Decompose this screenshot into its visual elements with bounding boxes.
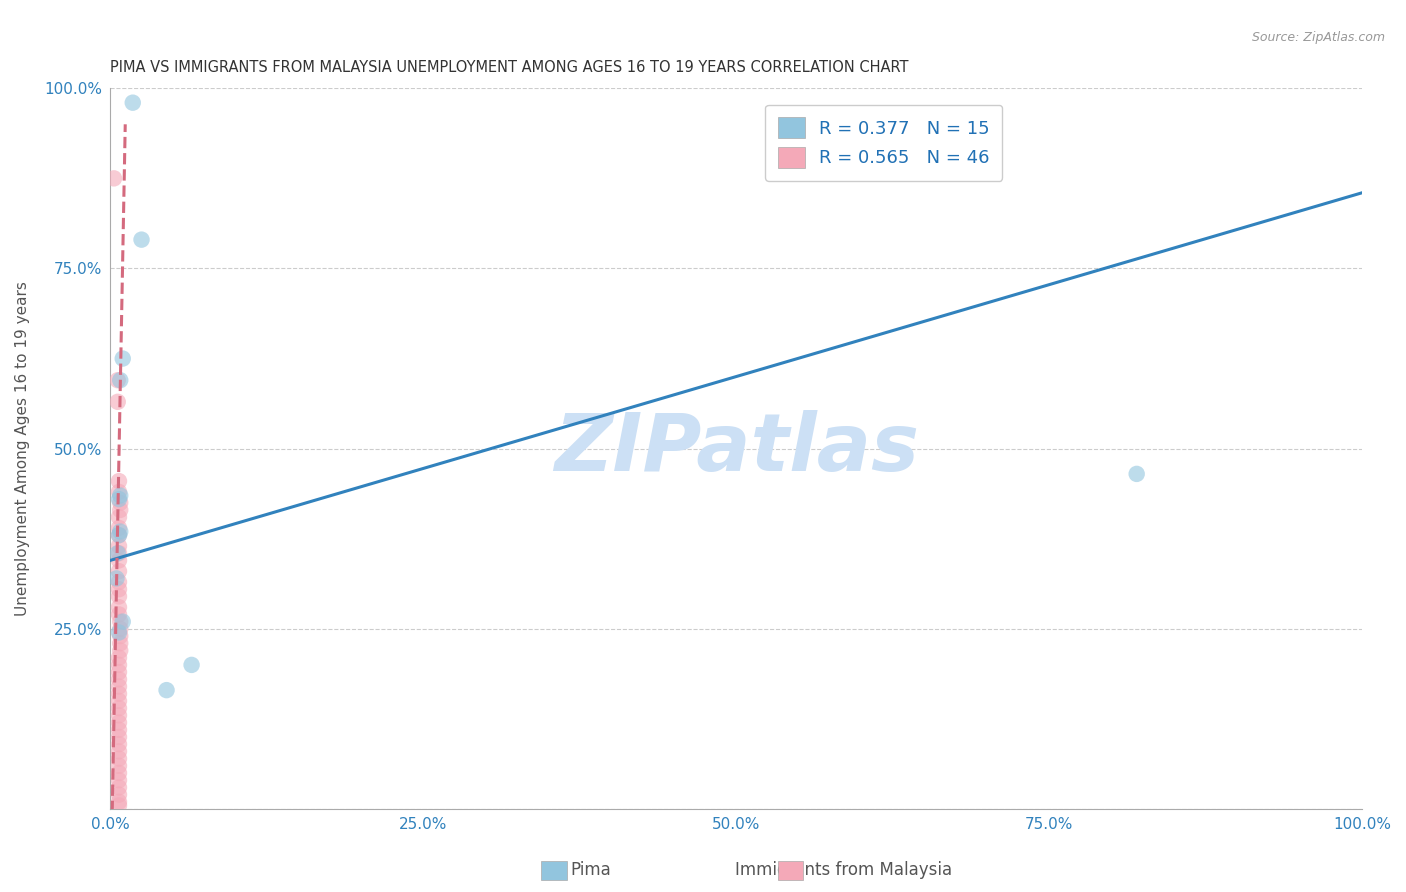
Point [108, 510, 131, 524]
Point [108, 780, 131, 795]
Point [131, 233, 153, 247]
Point [108, 701, 131, 715]
Point [108, 744, 131, 758]
Point [110, 636, 132, 650]
Point [110, 524, 132, 539]
Point [108, 553, 131, 567]
Text: Immigrants from Malaysia: Immigrants from Malaysia [735, 861, 952, 879]
Point [108, 737, 131, 751]
Point [108, 574, 131, 589]
Point [108, 582, 131, 597]
Point [108, 625, 131, 640]
Point [108, 694, 131, 708]
Point [108, 474, 131, 488]
Point [108, 539, 131, 553]
Point [108, 528, 131, 542]
Point [111, 615, 134, 629]
Point [108, 687, 131, 701]
Point [108, 798, 131, 813]
Text: PIMA VS IMMIGRANTS FROM MALAYSIA UNEMPLOYMENT AMONG AGES 16 TO 19 YEARS CORRELAT: PIMA VS IMMIGRANTS FROM MALAYSIA UNEMPLO… [110, 60, 908, 75]
Point [111, 351, 134, 366]
Text: Source: ZipAtlas.com: Source: ZipAtlas.com [1251, 31, 1385, 45]
Point [108, 657, 131, 672]
Point [110, 489, 132, 503]
Point [108, 665, 131, 679]
Point [107, 394, 129, 409]
Point [108, 751, 131, 765]
Point [1125, 467, 1147, 481]
Point [108, 673, 131, 687]
Point [108, 730, 131, 744]
Point [108, 484, 131, 499]
Point [180, 657, 202, 672]
Point [110, 503, 132, 517]
Point [108, 680, 131, 694]
Point [108, 546, 131, 560]
Text: Pima: Pima [571, 861, 610, 879]
Point [110, 615, 132, 629]
Point [107, 546, 129, 560]
Y-axis label: Unemployment Among Ages 16 to 19 years: Unemployment Among Ages 16 to 19 years [15, 281, 30, 616]
Point [108, 715, 131, 730]
Point [110, 622, 132, 636]
Point [108, 773, 131, 788]
Point [110, 643, 132, 657]
Point [107, 373, 129, 387]
Point [108, 759, 131, 773]
Point [110, 629, 132, 643]
Point [108, 795, 131, 809]
Text: ZIPatlas: ZIPatlas [554, 409, 918, 488]
Point [108, 600, 131, 615]
Point [108, 650, 131, 665]
Point [108, 564, 131, 578]
Point [108, 528, 131, 542]
Legend: R = 0.377   N = 15, R = 0.565   N = 46: R = 0.377 N = 15, R = 0.565 N = 46 [765, 104, 1002, 180]
Point [155, 683, 177, 698]
Point [105, 571, 128, 585]
Point [108, 521, 131, 535]
Point [108, 708, 131, 723]
Point [108, 607, 131, 622]
Point [110, 373, 132, 387]
Point [108, 590, 131, 604]
Point [110, 496, 132, 510]
Point [108, 766, 131, 780]
Point [108, 723, 131, 737]
Point [108, 492, 131, 507]
Point [103, 171, 125, 186]
Point [121, 95, 143, 110]
Point [108, 788, 131, 802]
